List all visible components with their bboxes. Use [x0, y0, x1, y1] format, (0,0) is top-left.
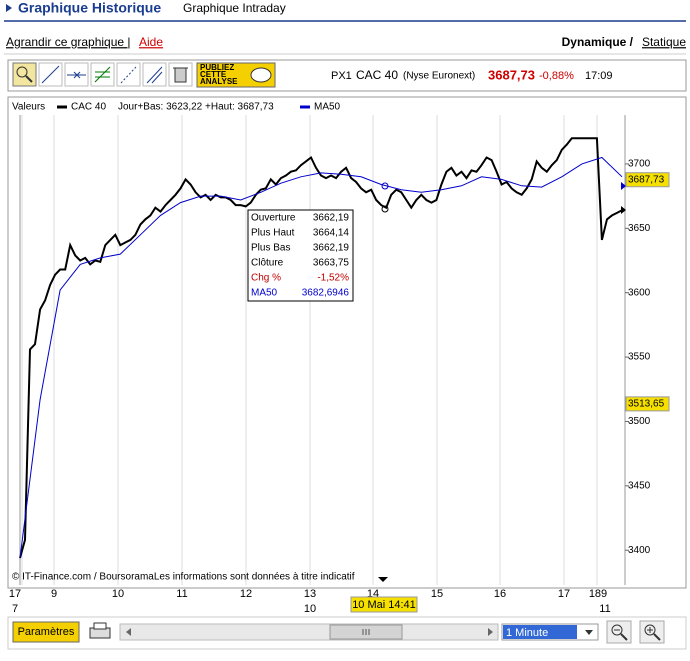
- tooltip-value: 3664,14: [313, 228, 350, 239]
- market: (Nyse Euronext): [403, 71, 475, 82]
- y-tick-label: 3400: [628, 545, 651, 556]
- y-tick-label: 3700: [628, 159, 651, 170]
- y-tick-label: 3600: [628, 287, 651, 298]
- tooltip-value: -1,52%: [317, 273, 349, 284]
- select-arrow: [585, 630, 593, 635]
- series-line: [19, 156, 623, 559]
- x-tick-label: 10: [112, 588, 124, 600]
- tooltip-key: Ouverture: [251, 213, 296, 224]
- x-tick-label: 11: [176, 588, 187, 600]
- date-label: 10: [304, 603, 316, 615]
- chart-frame: [7, 96, 687, 589]
- tab-active[interactable]: Graphique Historique: [18, 0, 161, 16]
- credit: © IT-Finance.com / BoursoramaLes informa…: [12, 572, 355, 583]
- price-marker: [625, 396, 670, 412]
- tooltip-value: 3663,75: [313, 258, 350, 269]
- index-name: CAC 40: [356, 68, 398, 82]
- x-tick-label: 16: [494, 588, 506, 600]
- price-marker: [625, 172, 670, 188]
- change: -0,88%: [539, 70, 574, 82]
- scroll-left[interactable]: [126, 628, 131, 636]
- zoom-out[interactable]: [606, 620, 632, 644]
- scroll-right[interactable]: [488, 628, 493, 636]
- time: 17:09: [585, 70, 613, 82]
- tooltip-key: Plus Bas: [251, 243, 290, 254]
- tooltip-key: Chg %: [251, 273, 281, 284]
- mode-other[interactable]: Statique: [642, 35, 686, 49]
- enlarge-link[interactable]: Agrandir ce graphique |: [6, 35, 131, 49]
- price: 3687,73: [488, 67, 535, 82]
- date-label: 7: [12, 603, 18, 615]
- edge-arrow: [621, 182, 626, 190]
- tooltip-key: MA50: [251, 288, 278, 299]
- x-tick-label: 189: [589, 588, 607, 600]
- thumb-grip: [362, 629, 370, 635]
- print-icon[interactable]: [89, 622, 111, 639]
- zoom-in[interactable]: [639, 620, 665, 644]
- help-link[interactable]: Aide: [139, 35, 163, 49]
- x-tick-label: 9: [51, 588, 57, 600]
- y-tick-label: 3450: [628, 480, 651, 491]
- interval-value: 1 Minute: [506, 627, 548, 639]
- tooltip-value: 3662,19: [313, 243, 350, 254]
- x-tick-label: 15: [431, 588, 443, 600]
- toolbar: [7, 59, 687, 92]
- legend-entry: CAC 40: [71, 102, 106, 113]
- cursor-marker: [381, 205, 389, 213]
- tooltip-value: 3682,6946: [302, 288, 350, 299]
- legend-label: Valeurs: [12, 102, 45, 113]
- cursor-label: 10 Mai 14:41: [352, 599, 416, 611]
- publish-icon: [250, 67, 272, 83]
- publish-text: PUBLIEZ: [200, 63, 234, 72]
- x-tick-label: 17: [9, 588, 21, 600]
- interval-highlight: [503, 625, 577, 639]
- x-tick-label: 12: [240, 588, 252, 600]
- x-tick-label: 13: [304, 588, 316, 600]
- cursor-arrow: [378, 577, 388, 582]
- y-tick-label: 3650: [628, 223, 651, 234]
- price-marker-label: 3687,73: [628, 174, 665, 185]
- range-label: Jour+Bas: 3623,22 +Haut: 3687,73: [118, 102, 274, 113]
- settings-button[interactable]: [12, 621, 80, 643]
- legend-entry: MA50: [314, 102, 341, 113]
- cursor-box: [350, 596, 418, 613]
- scrollbar[interactable]: [119, 623, 499, 641]
- tooltip: [247, 209, 354, 302]
- mode-active: Dynamique /: [562, 35, 634, 49]
- symbol: PX1: [331, 70, 352, 82]
- y-tick-label: 3550: [628, 352, 651, 363]
- cursor-marker: [381, 182, 389, 190]
- tab-arrow: [6, 4, 12, 12]
- settings-label: Paramètres: [18, 626, 75, 638]
- tooltip-key: Plus Haut: [251, 228, 295, 239]
- series-line: [19, 137, 623, 559]
- y-tick-label: 3500: [628, 416, 651, 427]
- tooltip-value: 3662,19: [313, 213, 350, 224]
- x-tick-label: 17: [558, 588, 570, 600]
- edge-arrow: [621, 206, 626, 214]
- tooltip-key: Clôture: [251, 258, 284, 269]
- tool-icons[interactable]: [12, 62, 193, 87]
- publish-text: CETTE: [200, 70, 227, 79]
- tab-other[interactable]: Graphique Intraday: [183, 1, 286, 15]
- date-label: 11: [599, 603, 610, 615]
- publish-text: ANALYSE: [200, 77, 238, 86]
- price-marker-label: 3513,65: [628, 399, 665, 410]
